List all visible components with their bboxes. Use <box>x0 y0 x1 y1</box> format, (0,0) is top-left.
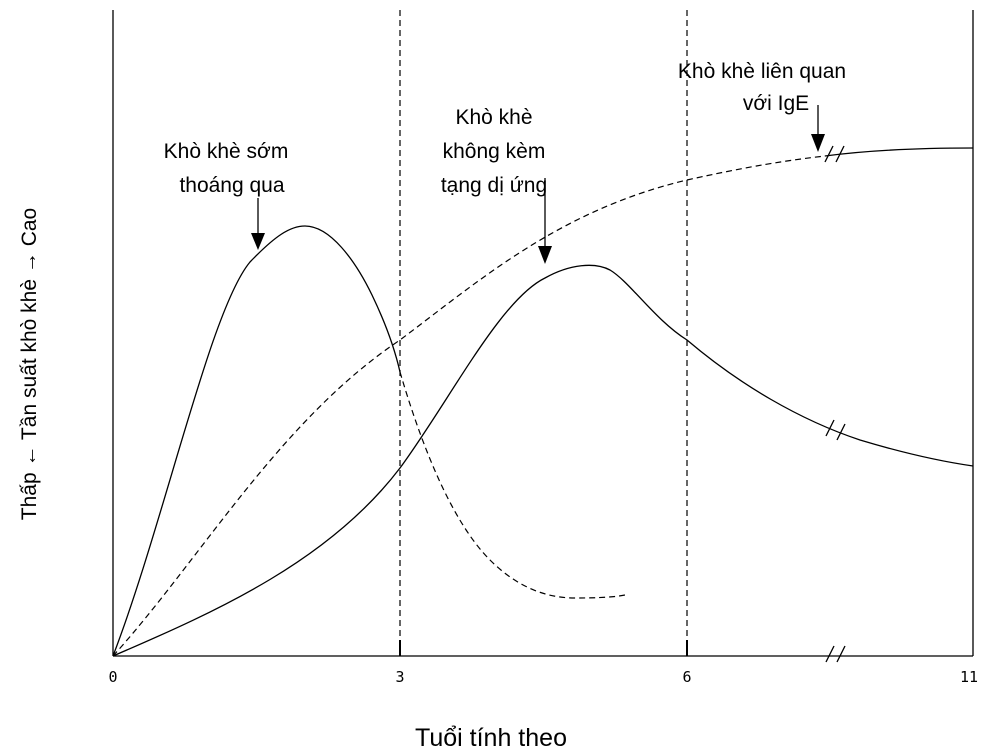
break-mark-axis-2 <box>836 645 846 663</box>
annotation-early-line-1: Khò khè sớm <box>164 140 289 163</box>
series-ige-solid <box>824 147 974 157</box>
arrow-early-head <box>251 233 265 250</box>
annotation-early-line-2: thoáng qua <box>179 174 284 197</box>
annotation-nonatopic-line-1: Khò khè <box>455 106 532 129</box>
annotation-nonatopic-line-3: tạng dị ứng <box>441 174 547 197</box>
break-mark-top-1 <box>824 145 834 163</box>
annotation-ige-line-2: với IgE <box>743 92 809 115</box>
break-mark-mid-1 <box>825 419 835 437</box>
series-early-transient-solid <box>112 225 401 657</box>
axis-break-marks <box>824 145 846 663</box>
arrow-ige-head <box>811 134 825 152</box>
series-non-atopic <box>112 264 974 657</box>
plot-frame <box>112 10 974 657</box>
arrow-nonatopic-head <box>538 246 552 264</box>
x-tick-label-11: 11 <box>960 668 978 686</box>
x-axis-title: Tuổi tính theo <box>415 724 567 752</box>
break-mark-mid-2 <box>836 423 846 441</box>
x-tick-label-3: 3 <box>395 668 404 686</box>
annotation-arrows <box>251 105 825 264</box>
y-axis-title: Thấp ← Tần suất khò khè → Cao <box>18 208 41 520</box>
x-tick-label-0: 0 <box>108 668 117 686</box>
break-mark-axis-1 <box>825 645 835 663</box>
break-mark-top-2 <box>835 145 845 163</box>
annotation-nonatopic-line-2: không kèm <box>443 140 546 163</box>
annotation-ige-line-1: Khò khè liên quan <box>678 60 846 83</box>
series-early-transient-dashed <box>399 371 626 599</box>
series-ige-dashed <box>112 155 826 657</box>
x-tick-label-6: 6 <box>682 668 691 686</box>
